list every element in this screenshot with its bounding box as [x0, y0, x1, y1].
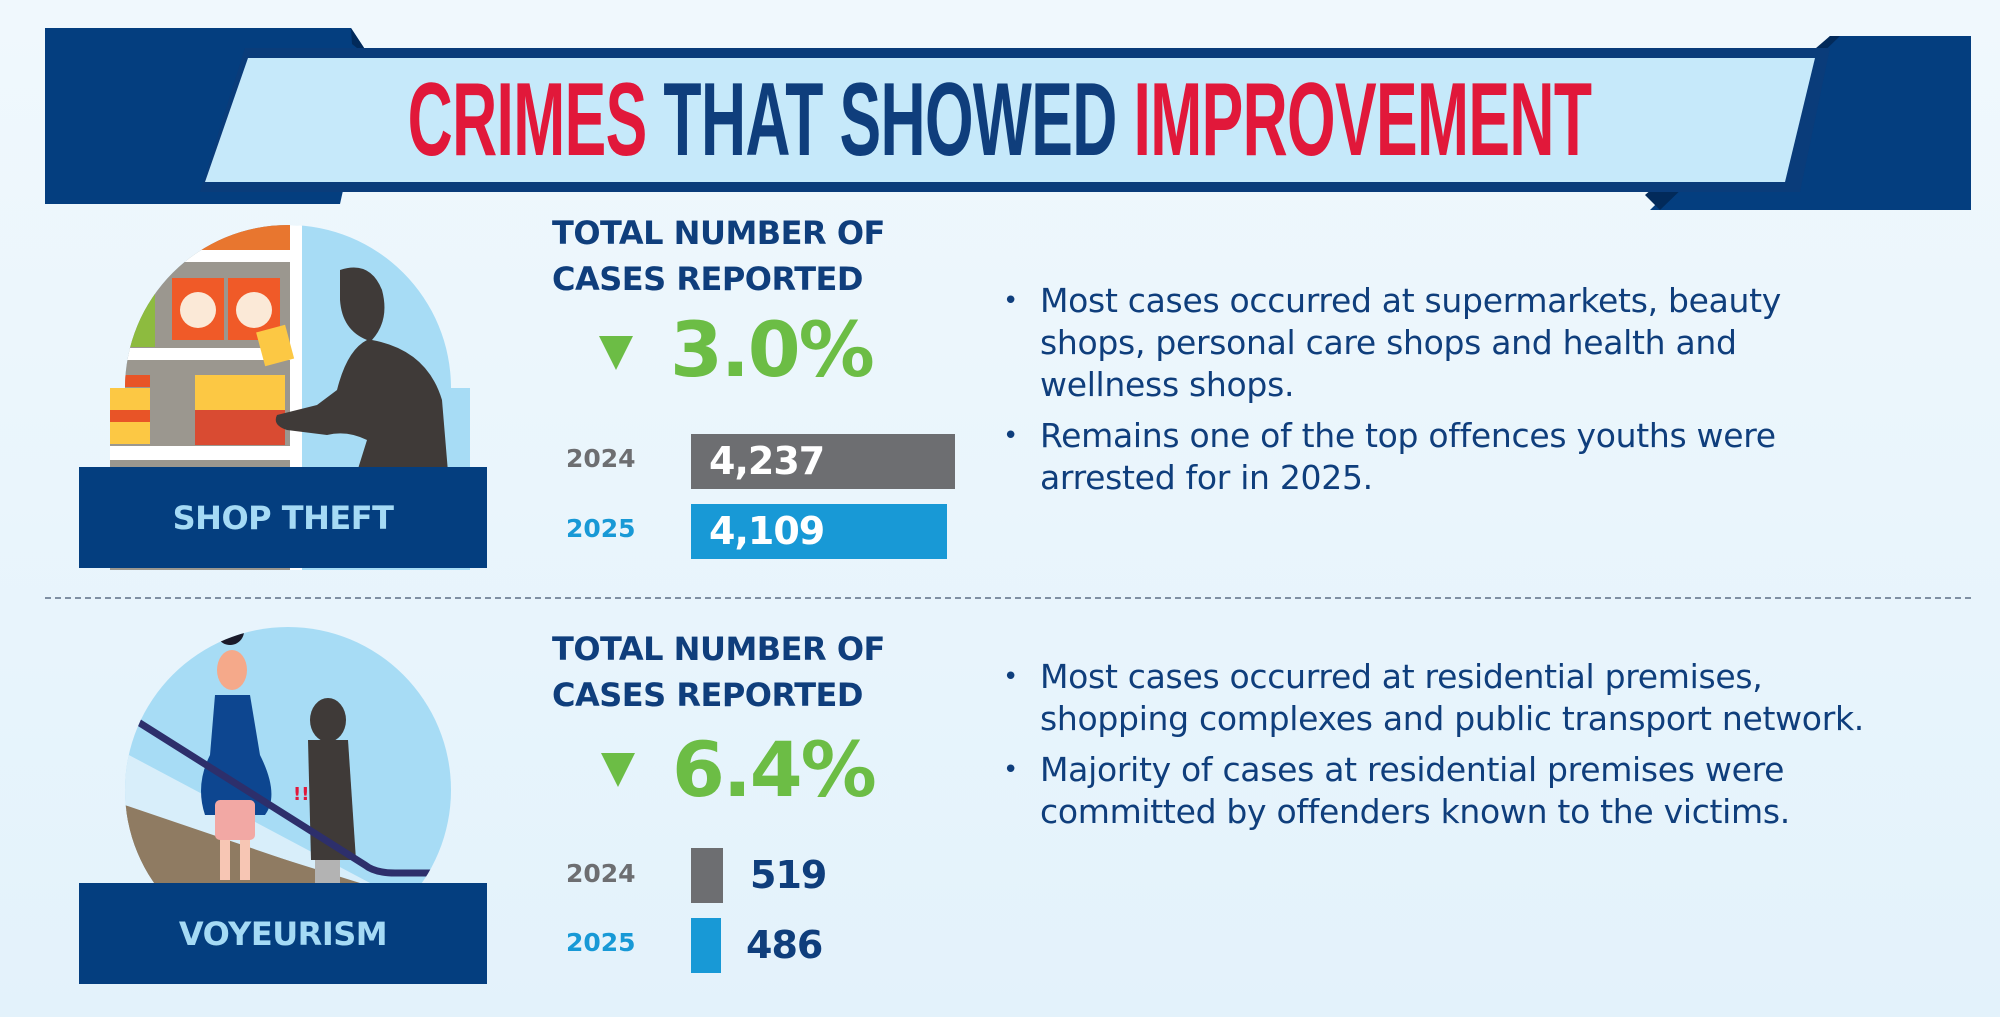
heading-line-2: CASES REPORTED: [552, 260, 863, 298]
year-label-2025: 2025: [566, 928, 636, 957]
bar-value-2025: 4,109: [709, 509, 825, 553]
banner-band: [205, 58, 1815, 182]
crime-label-voyeurism: VOYEURISM: [79, 883, 487, 984]
title-part-that-showed: THAT SHOWED: [663, 62, 1118, 178]
title-part-improvement: IMPROVEMENT: [1133, 62, 1593, 178]
bullet-item: Remains one of the top offences youths w…: [1003, 415, 1781, 499]
title-part-crimes: CRIMES: [408, 62, 648, 178]
crime-label-shop-theft: SHOP THEFT: [79, 467, 487, 568]
bar-value-2024: 4,237: [709, 439, 825, 483]
year-label-2024: 2024: [566, 444, 636, 473]
title-banner: [45, 28, 1971, 210]
bullet-item: Majority of cases at residential premise…: [1003, 749, 1864, 833]
heading-line-1: TOTAL NUMBER OF: [552, 630, 885, 668]
shop-theft-notes: Most cases occurred at supermarkets, bea…: [1003, 280, 1781, 508]
heading-line-2: CASES REPORTED: [552, 676, 863, 714]
bar-value-2025: 486: [746, 923, 823, 967]
year-label-2025: 2025: [566, 514, 636, 543]
voyeurism-notes: Most cases occurred at residential premi…: [1003, 656, 1864, 842]
page-title: CRIMES THAT SHOWED IMPROVEMENT: [0, 68, 2000, 172]
heading-line-1: TOTAL NUMBER OF: [552, 214, 885, 252]
bar-2024: 4,237: [691, 434, 955, 489]
total-cases-heading: TOTAL NUMBER OF CASES REPORTED: [552, 210, 885, 302]
percent-change: 6.4%: [672, 725, 877, 814]
down-triangle-icon: [599, 336, 633, 370]
bar-2025: 4,109: [691, 504, 947, 559]
section-divider: [45, 597, 1971, 599]
bullet-item: Most cases occurred at supermarkets, bea…: [1003, 280, 1781, 406]
total-cases-heading: TOTAL NUMBER OF CASES REPORTED: [552, 626, 885, 718]
bar-value-2024: 519: [750, 853, 827, 897]
percent-change: 3.0%: [670, 305, 875, 394]
year-label-2024: 2024: [566, 859, 636, 888]
bar-2024: [691, 848, 723, 903]
bar-2025: [691, 918, 721, 973]
bullet-item: Most cases occurred at residential premi…: [1003, 656, 1864, 740]
svg-text:!!: !!: [293, 784, 309, 805]
down-triangle-icon: [601, 753, 635, 787]
